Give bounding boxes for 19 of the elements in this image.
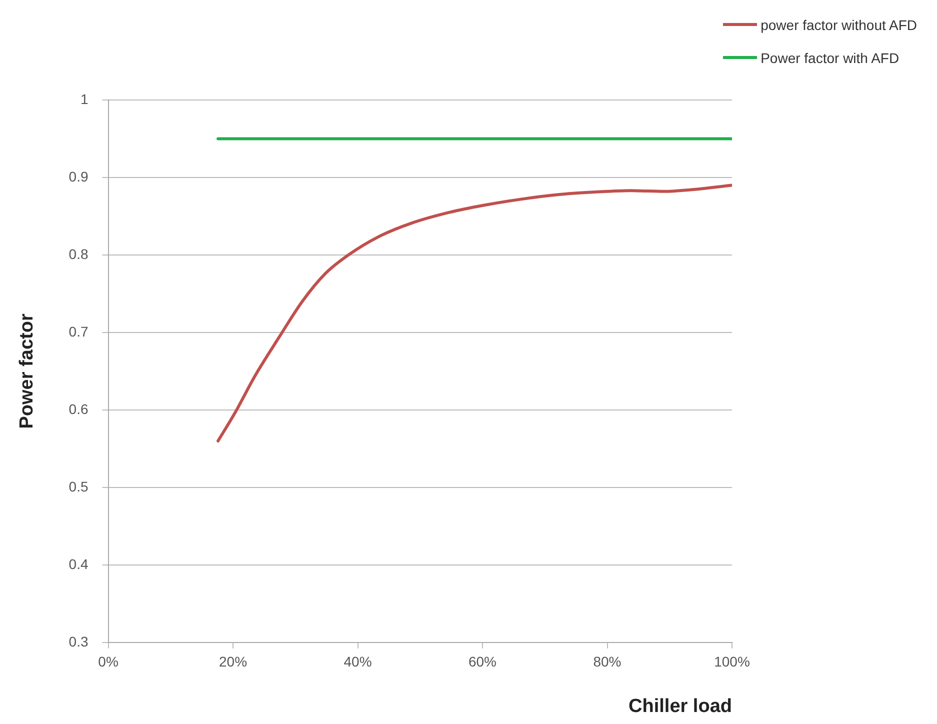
y-tick-label: 0.6 — [68, 400, 88, 417]
line-series — [216, 184, 732, 442]
legend-label: Power factor with AFD — [760, 50, 900, 66]
y-tick-label: 0.3 — [68, 633, 88, 650]
y-tick-label: 0.9 — [68, 168, 88, 184]
y-tick-label: 0.4 — [68, 556, 88, 572]
x-tick-label: 40% — [344, 654, 372, 670]
y-tick-label: 0.5 — [68, 478, 88, 494]
x-tick-label: 80% — [593, 654, 622, 670]
x-tick-label: 0% — [98, 654, 118, 670]
x-tick-label: 20% — [218, 654, 248, 670]
x-tick-label: 100% — [714, 654, 750, 670]
y-tick-label: 0.7 — [68, 323, 88, 340]
y-tick-label: 1 — [80, 90, 88, 107]
y-axis-title: Power factor — [16, 313, 38, 429]
y-tick-label: 0.8 — [68, 246, 88, 262]
x-tick-label: 60% — [468, 654, 497, 670]
legend-label: power factor without AFD — [760, 16, 917, 32]
x-axis-title: Chiller load — [628, 696, 732, 717]
